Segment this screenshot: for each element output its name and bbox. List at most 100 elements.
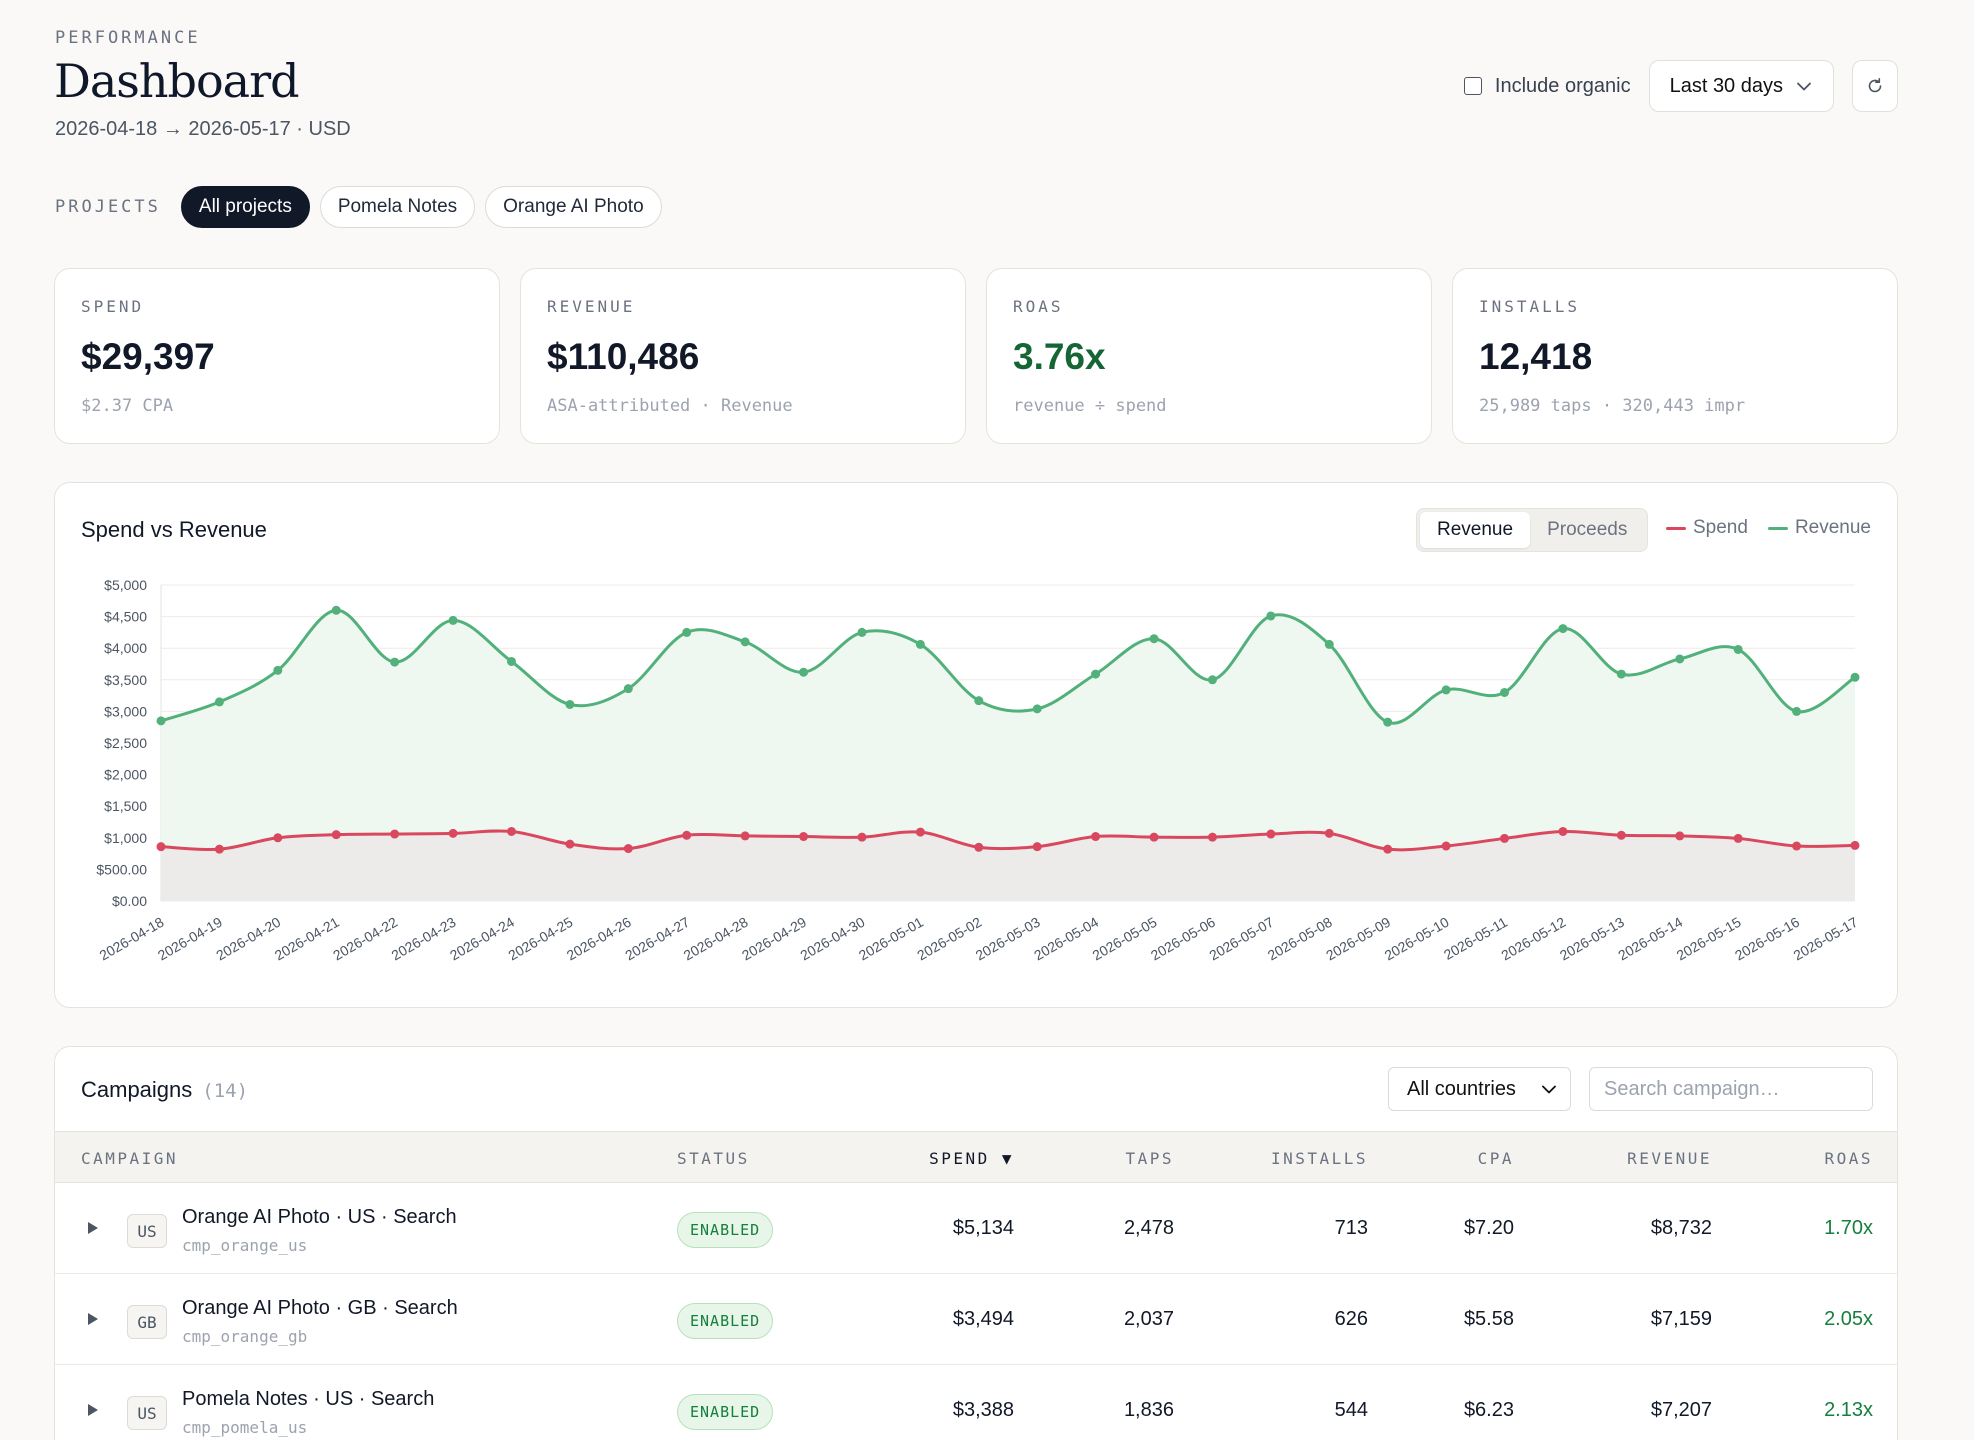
spend-point	[1850, 840, 1860, 850]
project-pill-pomela-notes[interactable]: Pomela Notes	[319, 186, 476, 228]
cell-revenue: $7,207	[1650, 1399, 1712, 1421]
spend-point	[390, 829, 400, 839]
x-tick-label: 2026-05-11	[1441, 914, 1510, 963]
spend-point	[915, 827, 925, 837]
stat-value: $110,486	[547, 336, 700, 377]
spend-point	[565, 839, 575, 849]
campaign-search-input[interactable]	[1589, 1067, 1873, 1111]
country-badge: GB	[127, 1305, 167, 1339]
cell-cpa: $6.23	[1463, 1399, 1514, 1421]
spend-point	[506, 826, 516, 836]
col-header-revenue[interactable]: REVENUE	[1627, 1149, 1712, 1168]
revenue-point	[740, 637, 750, 647]
toggle-proceeds[interactable]: Proceeds	[1547, 519, 1628, 540]
stat-card-spend: SPEND $29,397 $2.37 CPA	[54, 268, 500, 444]
spend-point	[1441, 841, 1451, 851]
stat-value: $29,397	[81, 336, 215, 377]
x-tick-label: 2026-04-20	[213, 914, 283, 964]
spend-point	[857, 832, 867, 842]
campaigns-title: Campaigns (14)	[81, 1077, 248, 1103]
spend-point	[1616, 830, 1626, 840]
spend-point	[1733, 833, 1743, 843]
table-row[interactable]: US Pomela Notes · US · Search cmp_pomela…	[55, 1366, 1897, 1440]
project-pill-orange-ai-photo[interactable]: Orange AI Photo	[485, 186, 662, 228]
cell-installs: 713	[1334, 1217, 1368, 1239]
refresh-button[interactable]	[1852, 60, 1898, 112]
cell-installs: 626	[1334, 1308, 1368, 1330]
include-organic-checkbox[interactable]	[1463, 77, 1482, 95]
spend-point	[1091, 832, 1101, 842]
campaign-name: Pomela Notes · US · Search	[182, 1388, 435, 1410]
chevron-down-icon	[1542, 1085, 1556, 1093]
country-badge: US	[127, 1214, 167, 1248]
col-header-taps[interactable]: TAPS	[1125, 1149, 1174, 1168]
spend-point	[1675, 831, 1685, 841]
legend-item-spend: Spend	[1665, 517, 1748, 539]
col-header-installs[interactable]: INSTALLS	[1270, 1149, 1368, 1168]
spend-point	[1500, 833, 1510, 843]
stat-subtext: revenue ÷ spend	[1013, 396, 1167, 416]
legend-label-spend: Spend	[1692, 517, 1748, 538]
stat-label: INSTALLS	[1479, 297, 1581, 316]
cell-spend: $5,134	[952, 1217, 1014, 1239]
spend-point	[273, 833, 283, 843]
expand-row-icon[interactable]	[87, 1221, 99, 1235]
country-select[interactable]: All countries	[1388, 1067, 1571, 1111]
x-tick-label: 2026-04-25	[505, 914, 575, 964]
campaign-id: cmp_pomela_us	[182, 1418, 308, 1437]
stat-value: 3.76x	[1013, 336, 1106, 377]
x-tick-label: 2026-05-03	[973, 914, 1043, 964]
x-tick-label: 2026-05-05	[1090, 914, 1160, 964]
projects-label: PROJECTS	[55, 197, 161, 217]
toggle-revenue[interactable]: Revenue	[1420, 512, 1531, 548]
x-tick-label: 2026-04-21	[272, 914, 342, 964]
stat-label: SPEND	[81, 297, 145, 316]
revenue-area	[161, 610, 1855, 901]
project-pill-all[interactable]: All projects	[180, 186, 310, 228]
x-tick-label: 2026-05-02	[914, 914, 984, 964]
x-tick-label: 2026-05-01	[856, 914, 926, 964]
spend-point	[799, 832, 809, 842]
expand-row-icon[interactable]	[87, 1403, 99, 1417]
cell-spend: $3,388	[952, 1399, 1014, 1421]
status-badge: ENABLED	[677, 1303, 774, 1339]
campaigns-count: (14)	[202, 1080, 249, 1102]
spend-point	[1207, 832, 1217, 842]
x-tick-label: 2026-05-13	[1557, 914, 1627, 964]
include-organic-toggle[interactable]: Include organic	[1463, 75, 1631, 98]
table-row[interactable]: GB Orange AI Photo · GB · Search cmp_ora…	[55, 1275, 1897, 1365]
revenue-point	[1032, 704, 1042, 714]
spend-revenue-chart: $0.00 $500.00 $1,000 $1,500 $2,000 $2,500 $3,0…	[96, 577, 1860, 964]
legend-swatch-spend	[1665, 526, 1686, 530]
y-tick-label: $1,000	[104, 830, 147, 846]
spend-point	[682, 830, 692, 840]
campaign-name: Orange AI Photo · GB · Search	[182, 1297, 458, 1319]
date-range-select[interactable]: Last 30 days	[1648, 60, 1834, 112]
x-tick-label: 2026-05-12	[1498, 914, 1568, 964]
revenue-point	[390, 657, 400, 667]
revenue-point	[799, 667, 809, 677]
cell-installs: 544	[1334, 1399, 1368, 1421]
cell-revenue: $7,159	[1650, 1308, 1712, 1330]
x-tick-label: 2026-04-18	[96, 914, 166, 964]
stat-subtext: 25,989 taps · 320,443 impr	[1479, 396, 1746, 416]
y-tick-label: $4,000	[104, 640, 147, 656]
col-header-spend[interactable]: SPEND ▼	[929, 1149, 1014, 1168]
spend-point	[623, 844, 633, 854]
revenue-point	[565, 699, 575, 709]
revenue-line	[160, 608, 1856, 725]
x-tick-label: 2026-05-07	[1206, 914, 1276, 964]
col-header-roas[interactable]: ROAS	[1824, 1149, 1873, 1168]
col-header-campaign[interactable]: CAMPAIGN	[81, 1149, 179, 1168]
x-tick-label: 2026-05-06	[1148, 914, 1218, 964]
y-tick-label: $2,500	[104, 735, 147, 751]
legend-item-revenue: Revenue	[1767, 517, 1871, 539]
col-header-cpa[interactable]: CPA	[1477, 1149, 1514, 1168]
expand-row-icon[interactable]	[87, 1312, 99, 1326]
revenue-point	[1500, 687, 1510, 697]
table-row[interactable]: US Orange AI Photo · US · Search cmp_ora…	[55, 1184, 1897, 1274]
revenue-point	[156, 716, 166, 726]
col-header-status[interactable]: STATUS	[677, 1149, 750, 1168]
revenue-point	[1441, 685, 1451, 695]
campaigns-table-header: CAMPAIGN STATUS SPEND ▼ TAPS INSTALLS CP…	[55, 1131, 1897, 1183]
